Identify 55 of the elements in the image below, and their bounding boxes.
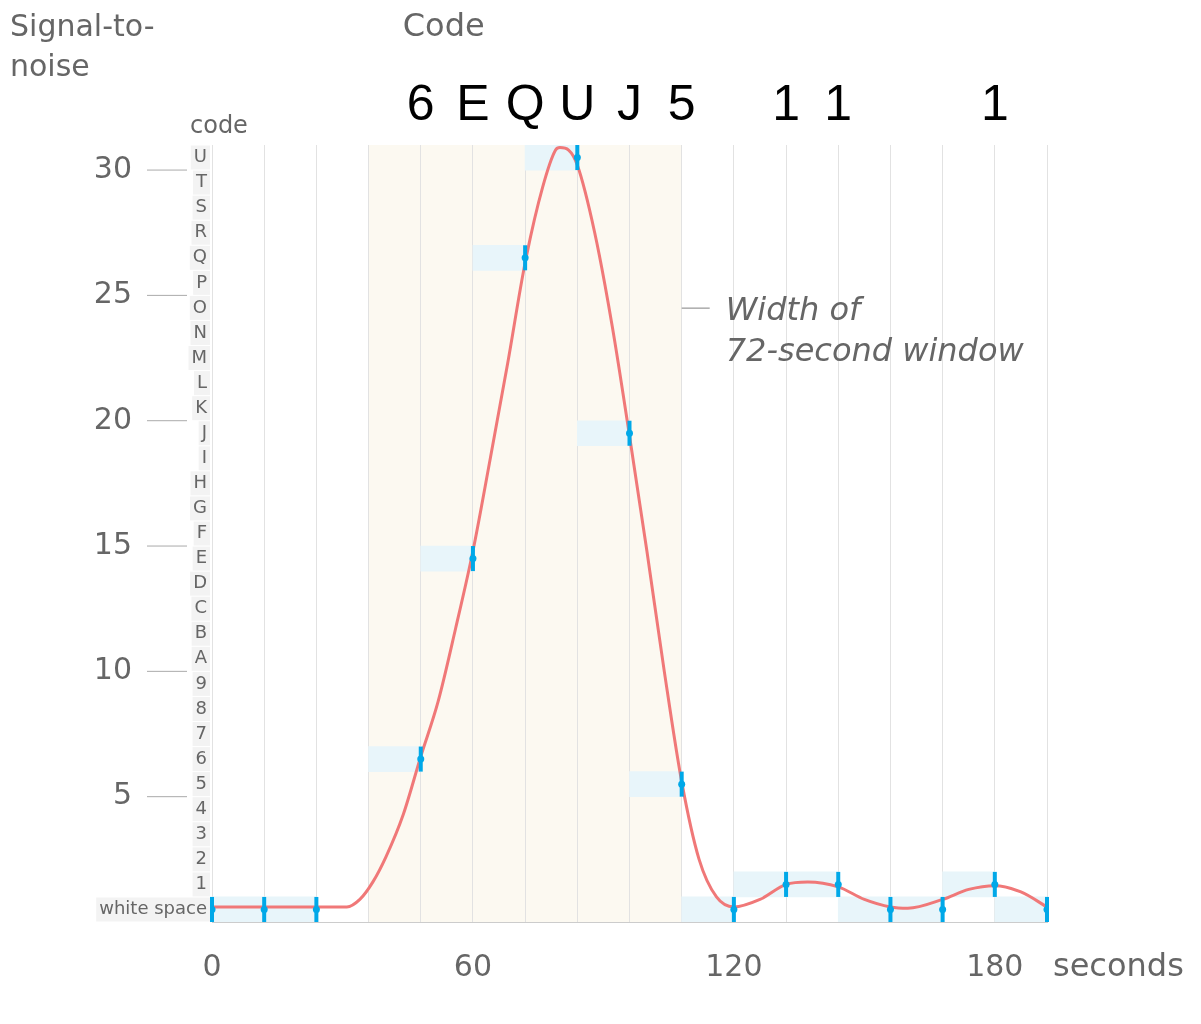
- text: 1: [824, 75, 853, 131]
- band-label: Width of 72-second window: [725, 290, 1025, 370]
- y-axis-title: Signal-to-noise: [10, 8, 155, 83]
- y2-tick-label: E: [195, 546, 207, 568]
- text: U: [559, 75, 596, 131]
- y-tick-label: 10: [93, 651, 132, 687]
- x-tick-label: 120: [705, 947, 763, 983]
- y2-tick-label: 8: [195, 696, 207, 718]
- y-tick-label: 20: [93, 400, 132, 436]
- y2-tick-label: 1: [195, 872, 207, 894]
- text: 1: [980, 75, 1009, 131]
- y2-tick-label: 3: [195, 821, 207, 843]
- y2-tick-label: H: [193, 471, 207, 493]
- y2-tick-label: 7: [195, 721, 207, 743]
- y2-tick-label: F: [196, 521, 207, 543]
- text: Code: [402, 6, 485, 44]
- y2-tick-label: J: [200, 420, 207, 442]
- y2-tick-label: B: [194, 621, 207, 643]
- text: 1: [772, 75, 800, 131]
- y2-tick-label: I: [201, 445, 207, 467]
- y-tick-label: 15: [93, 525, 132, 561]
- y2-tick-label: U: [193, 145, 207, 167]
- y2-tick-label: A: [194, 646, 208, 668]
- text: E: [456, 75, 490, 131]
- text: 5: [667, 75, 696, 131]
- y2-tick-label: C: [194, 596, 207, 618]
- y2-axis-title: code: [190, 111, 248, 139]
- y2-tick-label: 4: [195, 796, 207, 818]
- y2-tick-label: N: [193, 320, 207, 342]
- y-tick-label: 5: [112, 776, 132, 812]
- y2-tick-label: 5: [195, 771, 207, 793]
- y2-tick-label: P: [196, 270, 208, 292]
- y2-tick-label: 2: [195, 847, 207, 869]
- y-tick-label: 25: [93, 275, 132, 311]
- y2-tick-label: 6: [195, 746, 207, 768]
- y2-tick-label: T: [195, 170, 208, 192]
- text: 6: [406, 75, 435, 131]
- y2-tick-label: D: [193, 571, 207, 593]
- y2-tick-label: white space: [99, 897, 207, 919]
- y2-tick-label: 9: [195, 671, 207, 693]
- y2-tick-label: R: [194, 220, 207, 242]
- y2-tick-label: Q: [192, 245, 207, 267]
- text: J: [617, 75, 642, 131]
- y-tick-label: 30: [93, 149, 132, 185]
- y2-tick-label: L: [196, 370, 207, 392]
- y2-tick-label: O: [192, 295, 207, 317]
- y2-tick-label: S: [195, 195, 207, 217]
- x-tick-label: 60: [453, 947, 493, 983]
- x-tick-label: 180: [966, 947, 1024, 983]
- y2-tick-label: G: [193, 496, 207, 518]
- text: Q: [505, 75, 545, 131]
- y2-tick-label: M: [191, 345, 207, 367]
- y2-tick-label: K: [195, 395, 209, 417]
- x-tick-label: 0: [202, 947, 222, 983]
- x-axis-title: seconds: [1053, 946, 1184, 985]
